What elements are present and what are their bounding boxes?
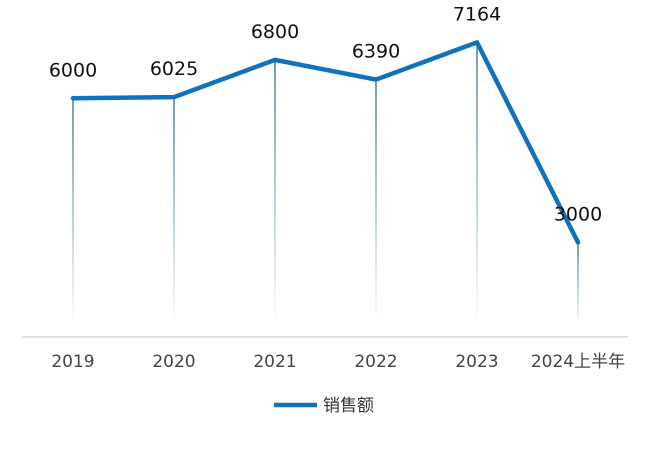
legend-label: 销售额 (323, 396, 374, 416)
drop-lines (72, 42, 579, 325)
legend: 销售额 (274, 396, 374, 416)
x-tick-label: 2019 (51, 352, 94, 372)
data-label: 7164 (453, 3, 501, 25)
series-line (70, 40, 581, 245)
x-tick-label: 2020 (152, 352, 195, 372)
x-tick-label: 2022 (354, 352, 397, 372)
x-tick-labels: 2019 2020 2021 2022 2023 2024上半年 (51, 352, 625, 372)
data-label: 6390 (352, 41, 400, 63)
data-label: 3000 (554, 203, 602, 225)
x-tick-label: 2023 (455, 352, 498, 372)
data-label: 6800 (251, 21, 299, 43)
data-label: 6025 (150, 58, 198, 80)
data-labels: 6000 6025 6800 6390 7164 3000 (49, 3, 602, 225)
x-tick-label: 2021 (253, 352, 296, 372)
x-tick-label: 2024上半年 (531, 352, 625, 372)
data-label: 6000 (49, 59, 97, 81)
